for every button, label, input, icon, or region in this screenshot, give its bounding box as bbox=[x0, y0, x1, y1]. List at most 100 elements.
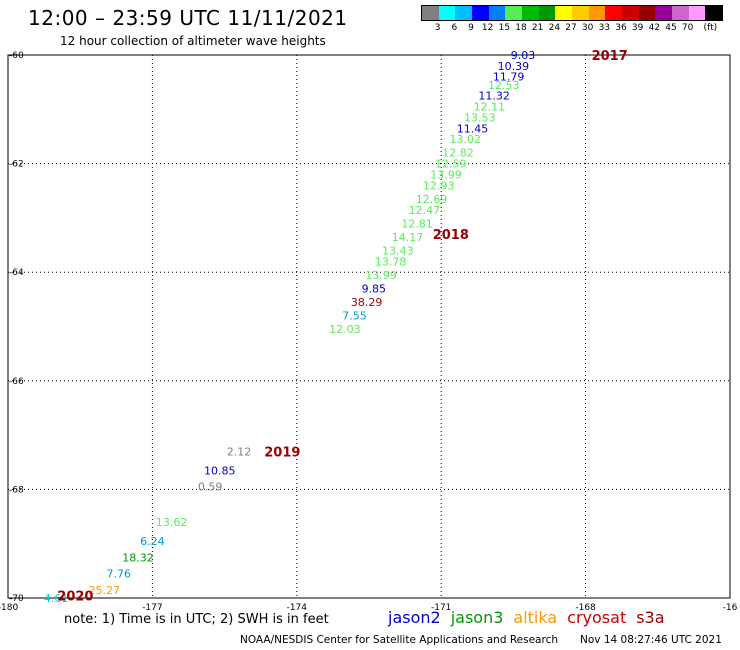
colorbar-swatch bbox=[605, 6, 622, 20]
wave-height-label: 12.03 bbox=[329, 323, 361, 336]
colorbar-swatch bbox=[505, 6, 522, 20]
year-label: 2020 bbox=[57, 589, 93, 604]
colorbar-swatch bbox=[455, 6, 472, 20]
colorbar-label: 24 bbox=[548, 23, 561, 33]
wave-height-label: 13.43 bbox=[382, 244, 414, 257]
colorbar-label: 9 bbox=[468, 23, 474, 33]
colorbar-swatch bbox=[588, 6, 606, 20]
wave-height-label: 12.59 bbox=[435, 158, 467, 171]
colorbar-swatch bbox=[571, 6, 589, 20]
y-tick-label: -70 bbox=[9, 594, 24, 604]
colorbar-label: 27 bbox=[565, 23, 577, 33]
wave-height-label: 2.12 bbox=[227, 445, 252, 458]
chart-title: 12:00 – 23:59 UTC 11/11/2021 bbox=[28, 6, 348, 30]
colorbar-label: 3 bbox=[434, 23, 441, 33]
wave-height-label: 13.78 bbox=[375, 255, 407, 268]
colorbar-swatch bbox=[422, 6, 439, 20]
y-tick-label: -64 bbox=[9, 268, 24, 278]
wave-height-label: 7.55 bbox=[342, 310, 367, 323]
colorbar-swatch bbox=[655, 6, 672, 20]
colorbar-label: 33 bbox=[598, 23, 611, 33]
wave-height-label: 0.59 bbox=[198, 481, 223, 494]
wave-height-label: 13.53 bbox=[464, 111, 496, 124]
wave-height-label: 7.76 bbox=[106, 568, 131, 581]
satellite-altika: altika bbox=[513, 608, 558, 627]
satellite-jason2: jason2 bbox=[388, 608, 441, 627]
wave-height-label: 12.53 bbox=[488, 79, 520, 92]
colorbar-swatch bbox=[688, 6, 706, 20]
wave-height-label: 13.99 bbox=[365, 269, 397, 282]
wave-height-label: 12.47 bbox=[409, 204, 441, 217]
year-label: 2018 bbox=[433, 228, 469, 243]
year-label: 2017 bbox=[592, 49, 628, 64]
satellite-cryosat: cryosat bbox=[567, 608, 627, 627]
wave-height-label: 12.82 bbox=[442, 147, 474, 160]
satellite-legend: jason2 jason3 altika cryosat s3a bbox=[388, 608, 675, 627]
colorbar-label: 36 bbox=[615, 23, 627, 33]
colorbar-label: (ft) bbox=[703, 23, 718, 33]
wave-height-label: 13.02 bbox=[450, 133, 482, 146]
wave-height-label: 6.24 bbox=[140, 535, 165, 548]
colorbar-swatch bbox=[488, 6, 506, 20]
x-tick-label: -174 bbox=[287, 603, 308, 613]
wave-height-label: 12.81 bbox=[401, 217, 433, 230]
y-tick-label: -66 bbox=[9, 377, 24, 387]
chart-subtitle: 12 hour collection of altimeter wave hei… bbox=[60, 34, 326, 48]
colorbar-legend: 3 6 9 12 15 18 21 24 27 30 33 36 39 42 45 70 (ft) bbox=[421, 5, 723, 35]
timestamp-text: Nov 14 08:27:46 UTC 2021 bbox=[580, 634, 722, 646]
colorbar-swatch bbox=[438, 6, 456, 20]
colorbar-swatch bbox=[671, 6, 689, 20]
x-tick-label: -16 bbox=[723, 603, 738, 613]
colorbar-label: 39 bbox=[631, 23, 644, 33]
wave-height-label: 10.39 bbox=[498, 60, 530, 73]
colorbar-swatch bbox=[538, 6, 556, 20]
colorbar-labels: 3 6 9 12 15 18 21 24 27 30 33 36 39 42 45 70 (ft) bbox=[421, 21, 723, 35]
colorbar-label: 30 bbox=[581, 23, 594, 33]
x-tick-label: -171 bbox=[431, 603, 451, 613]
credit-text: NOAA/NESDIS Center for Satellite Applica… bbox=[240, 634, 558, 646]
wave-height-label: 4.61 bbox=[44, 592, 69, 605]
wave-height-label: 14.17 bbox=[392, 231, 424, 244]
y-tick-label: -62 bbox=[9, 160, 24, 170]
colorbar-swatch bbox=[638, 6, 656, 20]
footer-note: note: 1) Time is in UTC; 2) SWH is in fe… bbox=[64, 612, 329, 627]
wave-height-label: 10.85 bbox=[204, 464, 236, 477]
wave-height-label: 11.32 bbox=[478, 90, 510, 103]
colorbar-label: 18 bbox=[515, 23, 527, 33]
wave-height-label: 18.32 bbox=[122, 551, 154, 564]
wave-height-label: 12.69 bbox=[416, 193, 448, 206]
colorbar-label: 70 bbox=[681, 23, 694, 33]
colorbar-swatch bbox=[705, 6, 722, 20]
wave-height-label: 11.79 bbox=[493, 71, 525, 84]
wave-height-label: 9.85 bbox=[362, 282, 387, 295]
wave-height-label: 13.99 bbox=[430, 168, 462, 181]
colorbar-swatch bbox=[555, 6, 572, 20]
wave-height-label: 25.27 bbox=[89, 584, 121, 597]
wave-height-label: 12.11 bbox=[474, 101, 506, 114]
satellite-s3a: s3a bbox=[636, 608, 665, 627]
x-tick-label: -168 bbox=[575, 603, 596, 613]
colorbar-swatch bbox=[471, 6, 489, 20]
x-tick-label: -180 bbox=[0, 603, 18, 613]
colorbar-label: 15 bbox=[498, 23, 511, 33]
wave-height-label: 13.62 bbox=[156, 516, 188, 529]
y-tick-label: -60 bbox=[9, 51, 24, 61]
wave-height-label: 12.93 bbox=[423, 179, 455, 192]
colorbar-swatch bbox=[521, 6, 539, 20]
x-tick-label: -177 bbox=[142, 603, 162, 613]
satellite-jason3: jason3 bbox=[450, 608, 504, 627]
colorbar-label: 6 bbox=[451, 23, 458, 33]
wave-height-label: 38.29 bbox=[351, 296, 383, 309]
colorbar-label: 45 bbox=[665, 23, 677, 33]
y-tick-label: -68 bbox=[9, 485, 24, 495]
year-label: 2019 bbox=[264, 445, 300, 460]
colorbar-swatches bbox=[421, 5, 723, 21]
wave-height-label: 11.45 bbox=[457, 122, 489, 135]
colorbar-label: 42 bbox=[648, 23, 661, 33]
colorbar-label: 21 bbox=[531, 23, 544, 33]
colorbar-label: 12 bbox=[481, 23, 494, 33]
colorbar-swatch bbox=[621, 6, 639, 20]
plot-frame bbox=[7, 54, 731, 599]
wave-height-label: 9.03 bbox=[511, 49, 536, 62]
